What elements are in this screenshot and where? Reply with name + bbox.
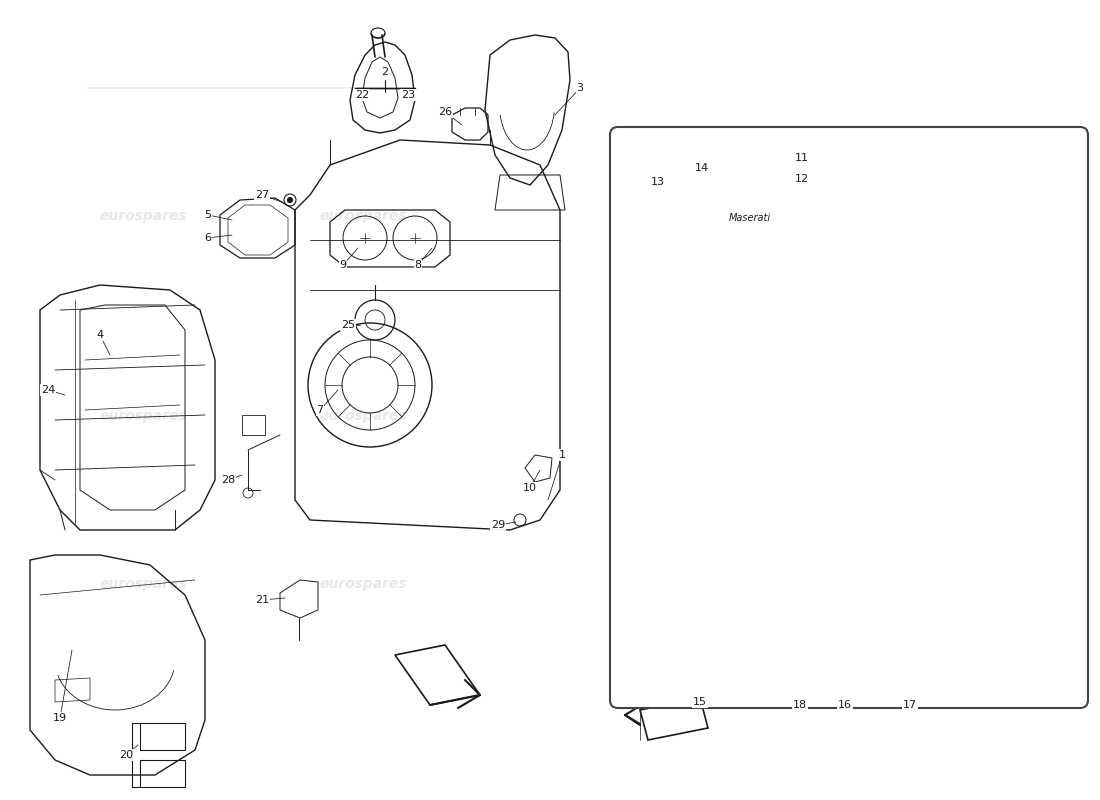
Text: 26: 26 xyxy=(438,107,452,117)
Text: 21: 21 xyxy=(255,595,270,605)
Text: 20: 20 xyxy=(119,750,133,760)
Text: eurospares: eurospares xyxy=(319,409,407,423)
Text: eurospares: eurospares xyxy=(814,289,902,303)
Text: 19: 19 xyxy=(53,713,67,723)
Text: 27: 27 xyxy=(255,190,270,200)
Text: 10: 10 xyxy=(522,483,537,493)
Text: 3: 3 xyxy=(576,83,583,93)
Text: eurospares: eurospares xyxy=(319,209,407,223)
Text: 5: 5 xyxy=(205,210,211,220)
Text: 12: 12 xyxy=(795,174,810,184)
Text: 28: 28 xyxy=(221,475,235,485)
Text: eurospares: eurospares xyxy=(99,209,187,223)
Text: eurospares: eurospares xyxy=(616,489,704,503)
Text: eurospares: eurospares xyxy=(616,289,704,303)
Text: 6: 6 xyxy=(205,233,211,243)
Text: 24: 24 xyxy=(41,385,55,395)
Text: 1: 1 xyxy=(559,450,565,460)
Circle shape xyxy=(287,198,293,202)
Text: 22: 22 xyxy=(355,90,370,100)
Text: eurospares: eurospares xyxy=(319,577,407,591)
Text: eurospares: eurospares xyxy=(99,409,187,423)
Text: 18: 18 xyxy=(793,700,807,710)
Text: 9: 9 xyxy=(340,260,346,270)
Text: 25: 25 xyxy=(341,320,355,330)
Text: 4: 4 xyxy=(97,330,103,340)
Text: 11: 11 xyxy=(795,153,808,163)
Text: 17: 17 xyxy=(903,700,917,710)
FancyBboxPatch shape xyxy=(610,127,1088,708)
Text: 23: 23 xyxy=(400,90,415,100)
Text: eurospares: eurospares xyxy=(99,577,187,591)
Text: 7: 7 xyxy=(317,405,323,415)
Text: 8: 8 xyxy=(415,260,421,270)
Text: 29: 29 xyxy=(491,520,505,530)
Text: 16: 16 xyxy=(838,700,853,710)
Text: 14: 14 xyxy=(695,163,710,173)
Text: 13: 13 xyxy=(651,177,666,187)
Text: 2: 2 xyxy=(382,67,388,77)
Text: Maserati: Maserati xyxy=(729,213,771,223)
Text: 15: 15 xyxy=(693,697,707,707)
